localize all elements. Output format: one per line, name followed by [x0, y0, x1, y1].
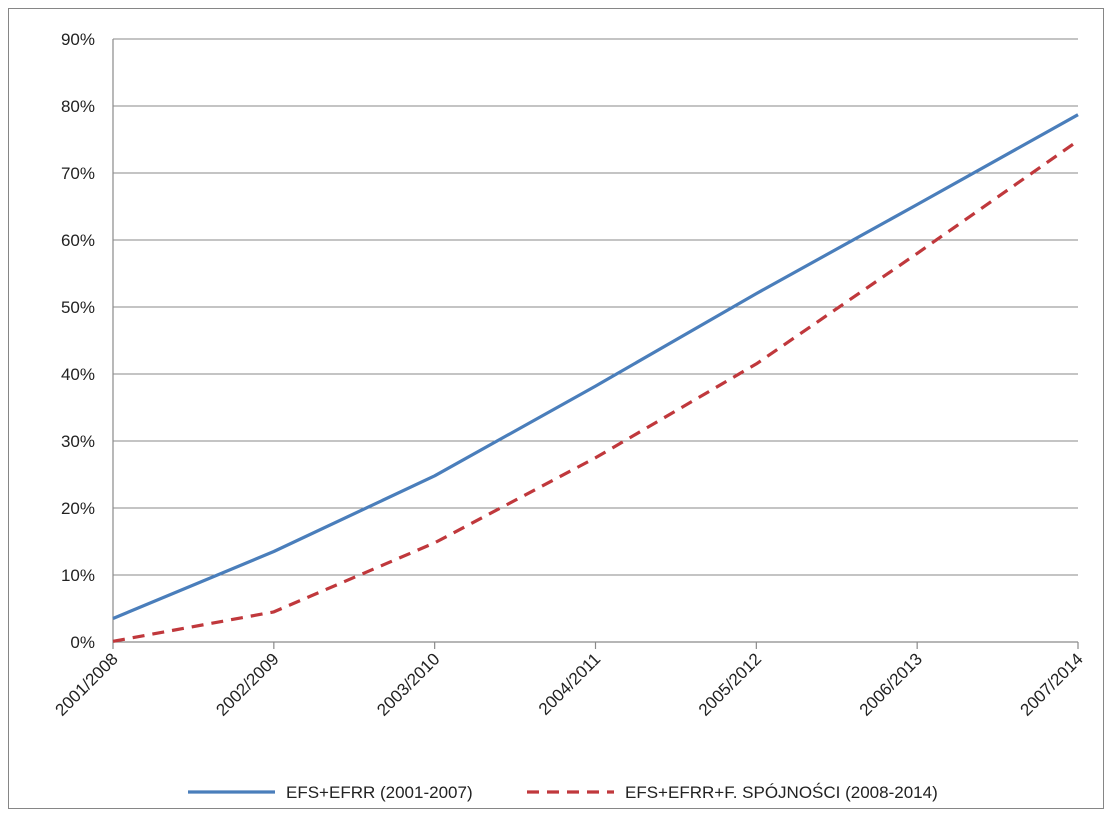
y-tick-label: 10% — [61, 566, 95, 585]
y-tick-label: 40% — [61, 365, 95, 384]
axes — [112, 39, 1079, 649]
y-tick-label: 70% — [61, 164, 95, 183]
y-tick-label: 90% — [61, 30, 95, 49]
gridlines — [113, 38, 1078, 576]
x-tick-label: 2007/2014 — [1017, 649, 1087, 719]
legend: EFS+EFRR (2001-2007) EFS+EFRR+F. SPÓJNOŚC… — [188, 783, 938, 802]
y-tick-label: 30% — [61, 432, 95, 451]
y-tick-label: 20% — [61, 499, 95, 518]
series-lines — [112, 113, 1079, 643]
x-axis-tick-labels: 2001/2008 2002/2009 2003/2010 2004/2011 2005… — [52, 649, 1087, 719]
y-tick-label: 50% — [61, 298, 95, 317]
x-tick-label: 2002/2009 — [212, 649, 282, 719]
legend-label-2: EFS+EFRR+F. SPÓJNOŚCI (2008-2014) — [625, 783, 938, 802]
x-tick-label: 2003/2010 — [373, 649, 443, 719]
x-tick-label: 2006/2013 — [856, 649, 926, 719]
y-tick-label: 0% — [70, 633, 95, 652]
legend-label-1: EFS+EFRR (2001-2007) — [286, 783, 473, 802]
y-tick-label: 60% — [61, 231, 95, 250]
y-tick-label: 80% — [61, 97, 95, 116]
x-tick-label: 2001/2008 — [52, 649, 122, 719]
x-tick-label: 2005/2012 — [695, 649, 765, 719]
series-line-2 — [112, 139, 1079, 643]
series-line-1 — [112, 113, 1079, 620]
y-axis-tick-labels: 0% 10% 20% 30% 40% 50% 60% 70% 80% 90% — [61, 30, 95, 652]
x-tick-label: 2004/2011 — [535, 649, 604, 718]
